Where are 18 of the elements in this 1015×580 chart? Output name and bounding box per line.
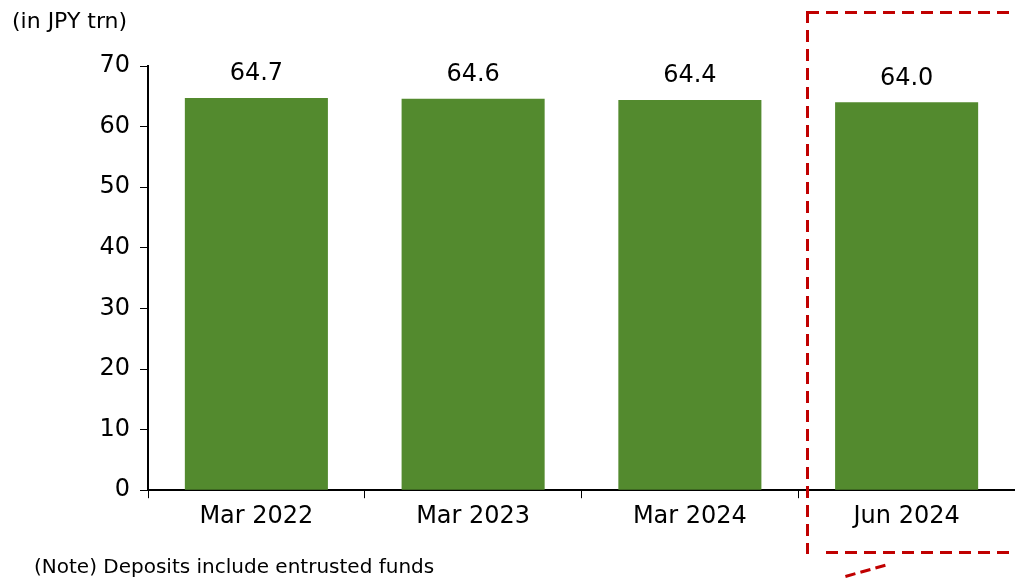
y-tick-label: 0 (114, 474, 130, 503)
y-axis-title: (in JPY trn) (12, 7, 128, 33)
x-tick-label: Mar 2022 (199, 500, 314, 529)
y-tick-label: 40 (99, 232, 130, 261)
y-tick-label: 10 (99, 413, 130, 442)
y-tick-label: 60 (99, 110, 130, 139)
data-label: 64.7 (229, 58, 284, 87)
text: (Note) Deposits include entrusted funds (34, 554, 435, 579)
y-tick-label: 70 (99, 50, 130, 79)
x-tick-label: Mar 2024 (632, 500, 747, 529)
data-label: 64.6 (446, 58, 500, 87)
data-label: 64.0 (879, 62, 934, 91)
y-tick-label: 50 (99, 171, 130, 200)
x-tick-label: Jun 2024 (851, 500, 960, 529)
y-tick-label: 20 (99, 353, 130, 382)
data-label: 64.4 (663, 60, 717, 89)
y-tick-label: 30 (99, 292, 130, 321)
x-tick-label: Mar 2023 (416, 500, 531, 529)
